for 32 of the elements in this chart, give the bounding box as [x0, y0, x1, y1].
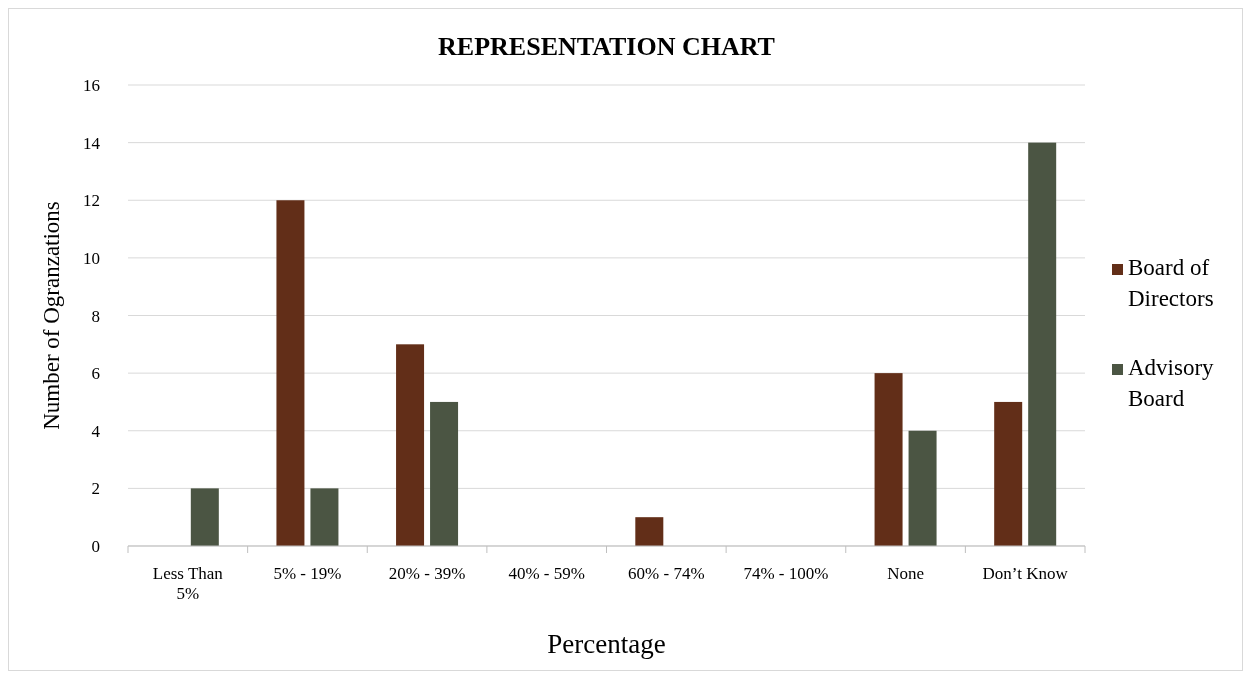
- y-tick-label: 10: [83, 248, 100, 268]
- y-axis-title: Number of Ogranzations: [39, 201, 64, 430]
- x-tick-label: None: [887, 564, 924, 583]
- x-tick-label: 5% - 19%: [273, 564, 342, 583]
- y-tick-label: 12: [83, 191, 100, 211]
- x-tick-label: 40% - 59%: [508, 564, 585, 583]
- x-tick-label: Less Than 5%: [152, 564, 224, 603]
- y-tick-label: 6: [91, 364, 100, 384]
- y-tick-label: 14: [83, 133, 101, 153]
- bar: [635, 517, 664, 546]
- bar: [908, 430, 937, 546]
- x-tick-label: Don’t Know: [982, 564, 1069, 583]
- legend-label: Advisory Board: [1128, 355, 1215, 411]
- bar: [276, 200, 305, 546]
- bar: [994, 401, 1023, 546]
- chart-title: REPRESENTATION CHART: [438, 32, 775, 61]
- y-tick-label: 2: [91, 479, 100, 499]
- bar: [430, 401, 459, 546]
- bar: [396, 344, 425, 546]
- y-tick-label: 8: [91, 306, 100, 326]
- y-tick-label: 0: [91, 537, 100, 556]
- bar: [874, 373, 903, 546]
- y-tick-label: 16: [83, 76, 100, 95]
- bar: [190, 488, 219, 546]
- y-tick-label: 4: [91, 421, 101, 441]
- x-axis-title: Percentage: [547, 629, 666, 659]
- x-tick-label: 60% - 74%: [628, 564, 705, 583]
- bar: [310, 488, 339, 546]
- x-tick-label: 74% - 100%: [743, 564, 829, 583]
- x-tick-label: 20% - 39%: [388, 564, 466, 583]
- bar: [1028, 142, 1057, 546]
- legend-label: Board of Directors: [1128, 255, 1214, 311]
